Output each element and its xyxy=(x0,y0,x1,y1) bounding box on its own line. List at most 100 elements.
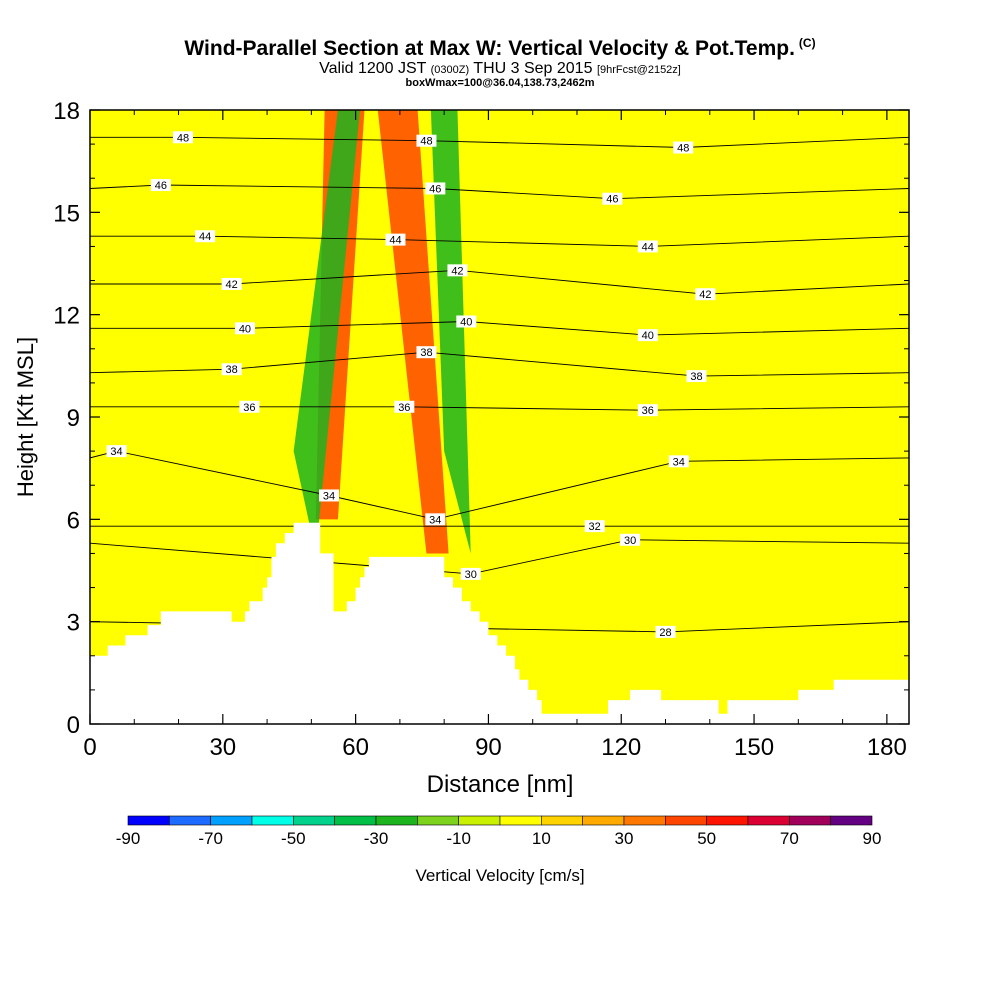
colorbar-swatch-7 xyxy=(417,815,459,826)
contour-label-42-0: 42 xyxy=(221,277,242,291)
contour-label-46-1: 46 xyxy=(425,182,446,195)
x-tick-label-120: 120 xyxy=(601,734,641,761)
svg-text:36: 36 xyxy=(398,402,410,414)
colorbar-swatch-16 xyxy=(789,815,831,826)
contour-label-34-1: 34 xyxy=(319,489,340,502)
svg-text:48: 48 xyxy=(677,143,689,155)
svg-text:34: 34 xyxy=(323,490,335,502)
x-tick-label-150: 150 xyxy=(734,734,774,761)
y-tick-label-0: 0 xyxy=(67,712,80,739)
y-axis-label: Height [Kft MSL] xyxy=(13,337,38,497)
contour-label-40-1: 40 xyxy=(456,315,477,328)
svg-text:34: 34 xyxy=(110,446,122,458)
colorbar-tick-1: -70 xyxy=(198,829,223,848)
colorbar-tick-7: 50 xyxy=(697,829,716,848)
contour-label-46-2: 46 xyxy=(602,192,623,206)
colorbar-swatch-11 xyxy=(582,815,625,826)
contour-label-36-2: 36 xyxy=(637,404,658,417)
colorbar-swatch-1 xyxy=(169,815,211,826)
y-tick-label-18: 18 xyxy=(53,98,80,125)
colorbar-tick-2: -50 xyxy=(281,829,306,848)
svg-text:28: 28 xyxy=(659,627,671,639)
contour-label-34-3: 34 xyxy=(668,455,689,468)
contour-label-40-0: 40 xyxy=(234,322,255,335)
colorbar-swatch-6 xyxy=(375,815,418,826)
contour-label-36-1: 36 xyxy=(394,400,415,414)
colorbar-tick-8: 70 xyxy=(780,829,799,848)
colorbar-swatch-2 xyxy=(210,815,253,826)
svg-text:44: 44 xyxy=(389,235,401,247)
svg-text:30: 30 xyxy=(624,535,636,547)
colorbar-tick-3: -30 xyxy=(364,829,389,848)
colorbar-swatch-5 xyxy=(334,815,377,826)
svg-text:38: 38 xyxy=(420,347,432,359)
svg-text:34: 34 xyxy=(673,456,685,468)
contour-label-44-0: 44 xyxy=(195,230,216,243)
x-tick-label-0: 0 xyxy=(83,734,96,761)
svg-text:40: 40 xyxy=(239,323,251,335)
contour-label-36-0: 36 xyxy=(239,400,260,414)
contour-label-34-2: 34 xyxy=(425,513,446,526)
colorbar-label: Vertical Velocity [cm/s] xyxy=(415,866,584,885)
contour-label-48-0: 48 xyxy=(172,131,193,144)
x-tick-label-90: 90 xyxy=(475,734,502,761)
contour-label-30-1: 30 xyxy=(460,567,481,581)
colorbar-swatch-13 xyxy=(665,815,707,826)
x-tick-label-180: 180 xyxy=(867,734,907,761)
velocity-band-2 xyxy=(293,110,361,554)
colorbar-swatch-17 xyxy=(830,815,873,826)
contour-label-38-0: 38 xyxy=(221,363,242,376)
svg-text:40: 40 xyxy=(642,330,654,342)
y-tick-label-3: 3 xyxy=(67,610,80,637)
x-axis-label: Distance [nm] xyxy=(427,771,574,798)
velocity-band-1 xyxy=(377,110,449,554)
contour-label-46-0: 46 xyxy=(150,179,171,192)
svg-text:48: 48 xyxy=(420,136,432,148)
colorbar-tick-0: -90 xyxy=(116,829,141,848)
contour-label-44-1: 44 xyxy=(385,233,406,247)
svg-text:46: 46 xyxy=(155,180,167,192)
colorbar-swatch-8 xyxy=(458,815,501,826)
contour-label-44-2: 44 xyxy=(637,240,658,253)
contour-label-34-0: 34 xyxy=(106,445,127,458)
velocity-band-3 xyxy=(430,110,471,554)
svg-text:40: 40 xyxy=(460,316,472,328)
colorbar-swatch-14 xyxy=(706,815,749,826)
svg-text:32: 32 xyxy=(589,521,601,533)
x-tick-label-60: 60 xyxy=(342,734,369,761)
svg-text:36: 36 xyxy=(642,405,654,417)
svg-text:42: 42 xyxy=(699,289,711,301)
contour-label-48-1: 48 xyxy=(416,134,437,148)
svg-text:44: 44 xyxy=(642,241,654,253)
chart-title: Wind-Parallel Section at Max W: Vertical… xyxy=(184,36,816,60)
contour-label-42-2: 42 xyxy=(695,288,716,301)
contour-label-38-2: 38 xyxy=(686,370,707,383)
colorbar-swatch-4 xyxy=(293,815,335,826)
terrain xyxy=(90,522,909,724)
contour-label-28-0: 28 xyxy=(655,625,676,639)
svg-text:42: 42 xyxy=(226,279,238,291)
contour-label-48-2: 48 xyxy=(673,141,694,155)
colorbar-tick-5: 10 xyxy=(532,829,551,848)
colorbar-tick-4: -10 xyxy=(446,829,471,848)
contour-label-32-0: 32 xyxy=(584,520,605,533)
svg-text:34: 34 xyxy=(429,514,441,526)
colorbar-swatch-12 xyxy=(623,815,666,826)
svg-text:38: 38 xyxy=(226,364,238,376)
colorbar-tick-9: 90 xyxy=(863,829,882,848)
y-tick-label-15: 15 xyxy=(53,200,80,227)
contour-labels: 48 48 48 46 46 46 44 44 44 42 42 42 40 40 40 38 38 38 36 36… xyxy=(106,131,716,639)
colorbar-tick-6: 30 xyxy=(615,829,634,848)
svg-text:44: 44 xyxy=(199,231,211,243)
colorbar-swatch-10 xyxy=(541,815,583,826)
svg-text:48: 48 xyxy=(177,132,189,144)
colorbar-swatch-0 xyxy=(127,815,170,826)
svg-text:42: 42 xyxy=(451,265,463,277)
contour-label-30-0: 30 xyxy=(620,533,641,547)
contour-label-40-2: 40 xyxy=(637,329,658,342)
chart-box-info: boxWmax=100@36.04,138.73,2462m xyxy=(405,77,595,89)
svg-text:38: 38 xyxy=(690,371,702,383)
terrain-mask xyxy=(90,522,909,724)
